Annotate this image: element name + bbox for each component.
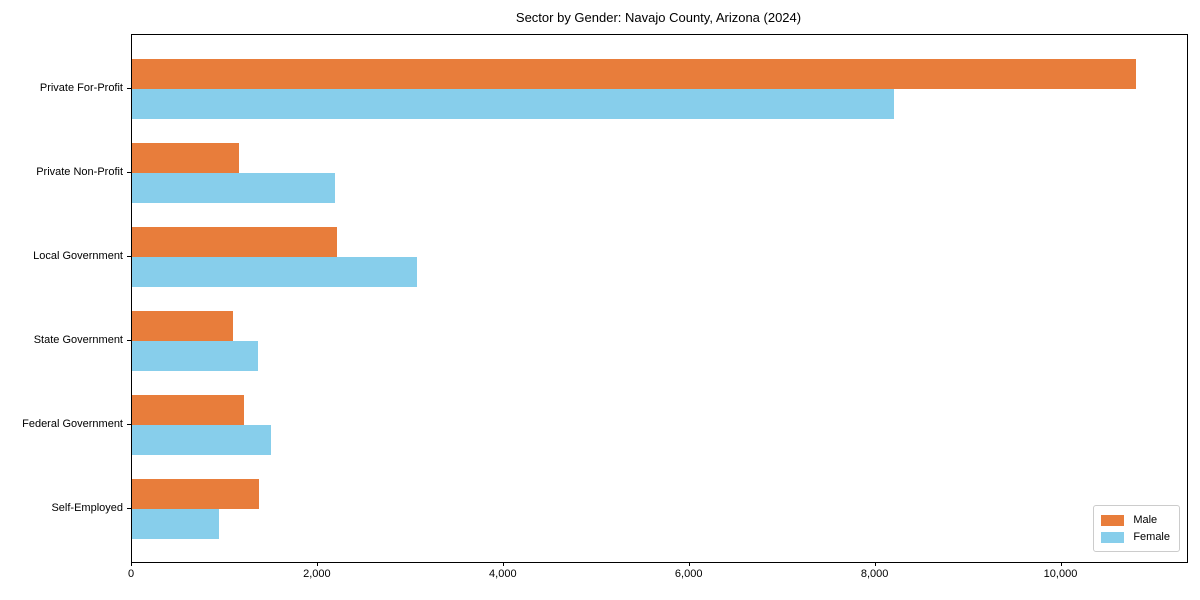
legend-label-female: Female [1133, 531, 1170, 543]
legend-item-female: Female [1101, 529, 1170, 545]
bar-female-state-government [132, 341, 259, 371]
bar-male-self-employed [132, 479, 260, 509]
chart-title: Sector by Gender: Navajo County, Arizona… [515, 10, 802, 25]
x-axis-tick-label: 2,000 [303, 568, 331, 580]
y-axis-label-private-for-profit: Private For-Profit [39, 82, 123, 94]
x-tick-mark [316, 562, 318, 566]
x-axis-tick-label: 4,000 [489, 568, 517, 580]
y-tick-mark [127, 424, 131, 425]
y-tick-mark [127, 172, 131, 173]
y-tick-mark [127, 88, 131, 89]
y-axis-label-self-employed: Self-Employed [51, 502, 123, 514]
legend-swatch-male [1101, 514, 1125, 526]
bar-female-private-non-profit [132, 173, 335, 203]
x-axis-tick-label: 0 [127, 568, 135, 580]
bar-male-local-government [132, 227, 337, 257]
bar-male-federal-government [132, 395, 244, 425]
x-axis-tick-label: 10,000 [1043, 568, 1078, 580]
plot-area: Male Female [131, 34, 1188, 563]
y-tick-mark [127, 340, 131, 341]
x-tick-mark [874, 562, 876, 566]
legend: Male Female [1093, 505, 1180, 552]
legend-label-male: Male [1133, 514, 1158, 526]
bar-male-state-government [132, 311, 234, 341]
y-axis-label-local-government: Local Government [33, 250, 123, 262]
x-axis-tick-label: 6,000 [674, 568, 703, 580]
bar-female-federal-government [132, 425, 272, 455]
y-axis-label-state-government: State Government [33, 334, 123, 346]
x-axis-tick-label: 8,000 [860, 568, 889, 580]
x-tick-mark [131, 562, 132, 566]
bar-female-private-for-profit [132, 89, 895, 119]
y-tick-mark [127, 256, 131, 257]
y-axis-label-private-non-profit: Private Non-Profit [36, 166, 123, 178]
x-tick-mark [688, 562, 690, 566]
x-tick-mark [1060, 562, 1062, 566]
legend-item-male: Male [1101, 512, 1170, 528]
y-tick-mark [127, 508, 131, 509]
bar-male-private-non-profit [132, 143, 239, 173]
bar-female-local-government [132, 257, 418, 287]
bar-male-private-for-profit [132, 59, 1136, 89]
bar-female-self-employed [132, 509, 220, 539]
legend-swatch-female [1101, 531, 1125, 543]
x-tick-mark [502, 562, 504, 566]
y-axis-label-federal-government: Federal Government [22, 418, 123, 430]
